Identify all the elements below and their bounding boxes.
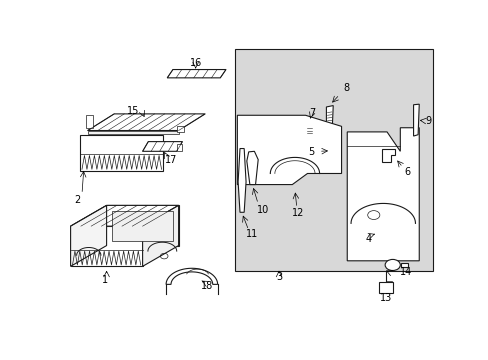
Polygon shape — [87, 114, 205, 131]
Polygon shape — [246, 151, 258, 185]
Text: 12: 12 — [291, 208, 304, 218]
Text: 16: 16 — [189, 58, 202, 68]
Polygon shape — [305, 120, 314, 136]
Text: 7: 7 — [308, 108, 314, 118]
Polygon shape — [382, 149, 394, 162]
Text: 18: 18 — [201, 281, 213, 291]
Text: 1: 1 — [102, 275, 107, 285]
Polygon shape — [70, 205, 178, 226]
Polygon shape — [85, 115, 93, 128]
Text: 4: 4 — [365, 234, 371, 244]
Text: 2: 2 — [74, 195, 80, 205]
Text: 13: 13 — [379, 293, 391, 303]
Polygon shape — [112, 211, 173, 242]
Polygon shape — [142, 205, 178, 266]
Polygon shape — [80, 135, 163, 171]
Circle shape — [385, 260, 400, 270]
Polygon shape — [87, 131, 178, 134]
Polygon shape — [106, 205, 178, 246]
Text: 8: 8 — [343, 83, 348, 93]
Text: 9: 9 — [425, 116, 431, 126]
Polygon shape — [238, 149, 245, 212]
Text: 15: 15 — [127, 106, 139, 116]
Polygon shape — [237, 115, 341, 185]
Text: 10: 10 — [256, 205, 268, 215]
Polygon shape — [331, 146, 337, 154]
Polygon shape — [326, 105, 332, 123]
Polygon shape — [167, 69, 225, 78]
Polygon shape — [142, 141, 182, 151]
Polygon shape — [346, 128, 418, 261]
Text: 5: 5 — [307, 147, 314, 157]
Text: 14: 14 — [400, 267, 412, 277]
Bar — [400, 263, 407, 267]
Text: 6: 6 — [403, 167, 409, 177]
Text: 3: 3 — [275, 273, 282, 283]
Polygon shape — [413, 104, 418, 136]
Polygon shape — [166, 268, 217, 284]
Polygon shape — [70, 226, 142, 266]
Polygon shape — [176, 144, 182, 151]
Polygon shape — [70, 205, 106, 266]
Text: 17: 17 — [164, 155, 177, 165]
Text: 11: 11 — [246, 229, 258, 239]
Polygon shape — [176, 126, 184, 132]
Bar — [378, 282, 392, 293]
Bar — [235, 49, 432, 270]
